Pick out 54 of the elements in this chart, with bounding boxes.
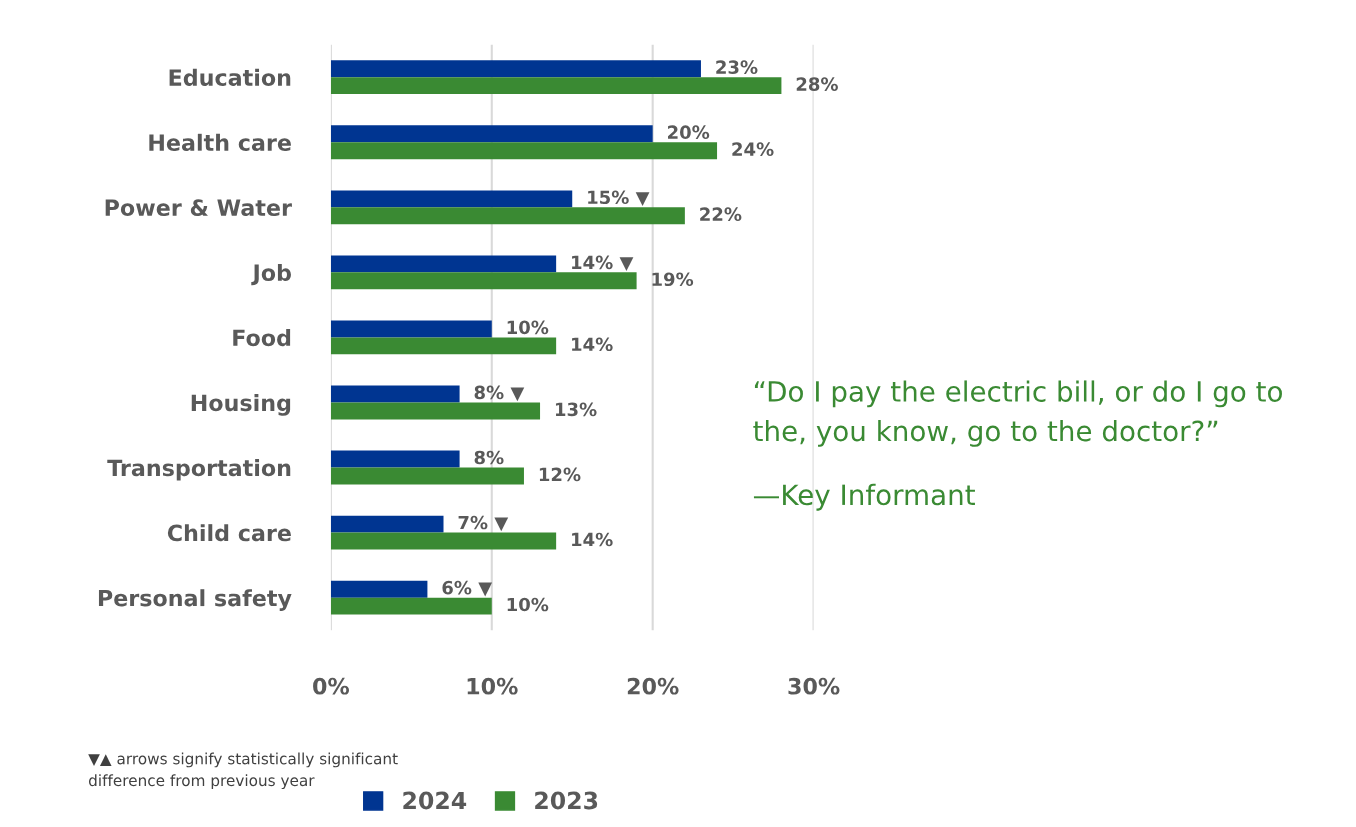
legend-label: 2023: [535, 791, 598, 810]
annotation: “Do I pay the electric bill, or do I go to the, you know, go to the doctor?”: [753, 380, 1282, 447]
bar: [330, 142, 718, 160]
data-label: 6% ▼: [442, 580, 493, 597]
x-tick-label: 30%: [788, 677, 840, 695]
bar: [330, 597, 492, 615]
data-label: 14%: [572, 337, 613, 352]
data-label: 20%: [668, 125, 710, 140]
bar: [330, 60, 701, 78]
bar: [330, 402, 541, 420]
bar: [330, 190, 573, 208]
data-label: 10%: [507, 320, 549, 335]
bar: [330, 532, 557, 550]
data-label: 15% ▼: [588, 190, 650, 207]
bar: [330, 272, 637, 290]
bar: [330, 385, 460, 403]
y-tick-label: Transportation: [107, 459, 291, 481]
y-tick-label: Child care: [167, 524, 291, 542]
x-tick-label: 20%: [627, 677, 679, 695]
bar: [330, 207, 685, 225]
x-tick-label: 0%: [313, 677, 350, 695]
annotation: —Key Informant: [753, 483, 975, 511]
bar: [330, 450, 460, 468]
bar: [330, 337, 557, 355]
data-label: 28%: [796, 77, 838, 91]
y-tick-label: Personal safety: [98, 589, 292, 611]
bar: [330, 580, 428, 598]
bar: [330, 255, 557, 273]
data-label: 10%: [507, 597, 549, 612]
data-label: 23%: [716, 60, 758, 74]
data-label: 24%: [732, 142, 774, 156]
bar: [330, 467, 524, 485]
y-tick-label: Job: [251, 263, 291, 286]
legend-label: 2024: [403, 791, 467, 810]
y-tick-label: Health care: [149, 133, 291, 151]
y-tick-label: Power & Water: [105, 199, 292, 217]
data-label: 13%: [555, 402, 597, 417]
data-label: 7% ▼: [458, 515, 509, 532]
y-tick-label: Food: [233, 328, 291, 347]
y-tick-label: Education: [169, 68, 291, 86]
data-label: 8%: [474, 450, 504, 465]
text: ▼▲ arrows signify statistically significant difference from previous year: [88, 752, 398, 790]
y-tick-label: Housing: [191, 394, 291, 416]
bar: [330, 77, 782, 95]
data-label: 19%: [652, 272, 694, 287]
data-label: 22%: [700, 207, 742, 221]
data-label: 8% ▼: [474, 385, 525, 402]
bar: [330, 320, 492, 338]
data-label: 14% ▼: [572, 255, 634, 272]
data-label: 14%: [572, 532, 613, 547]
bar: [330, 515, 444, 533]
x-tick-label: 10%: [467, 677, 518, 695]
data-label: 12%: [539, 467, 581, 482]
bar: [330, 125, 653, 143]
